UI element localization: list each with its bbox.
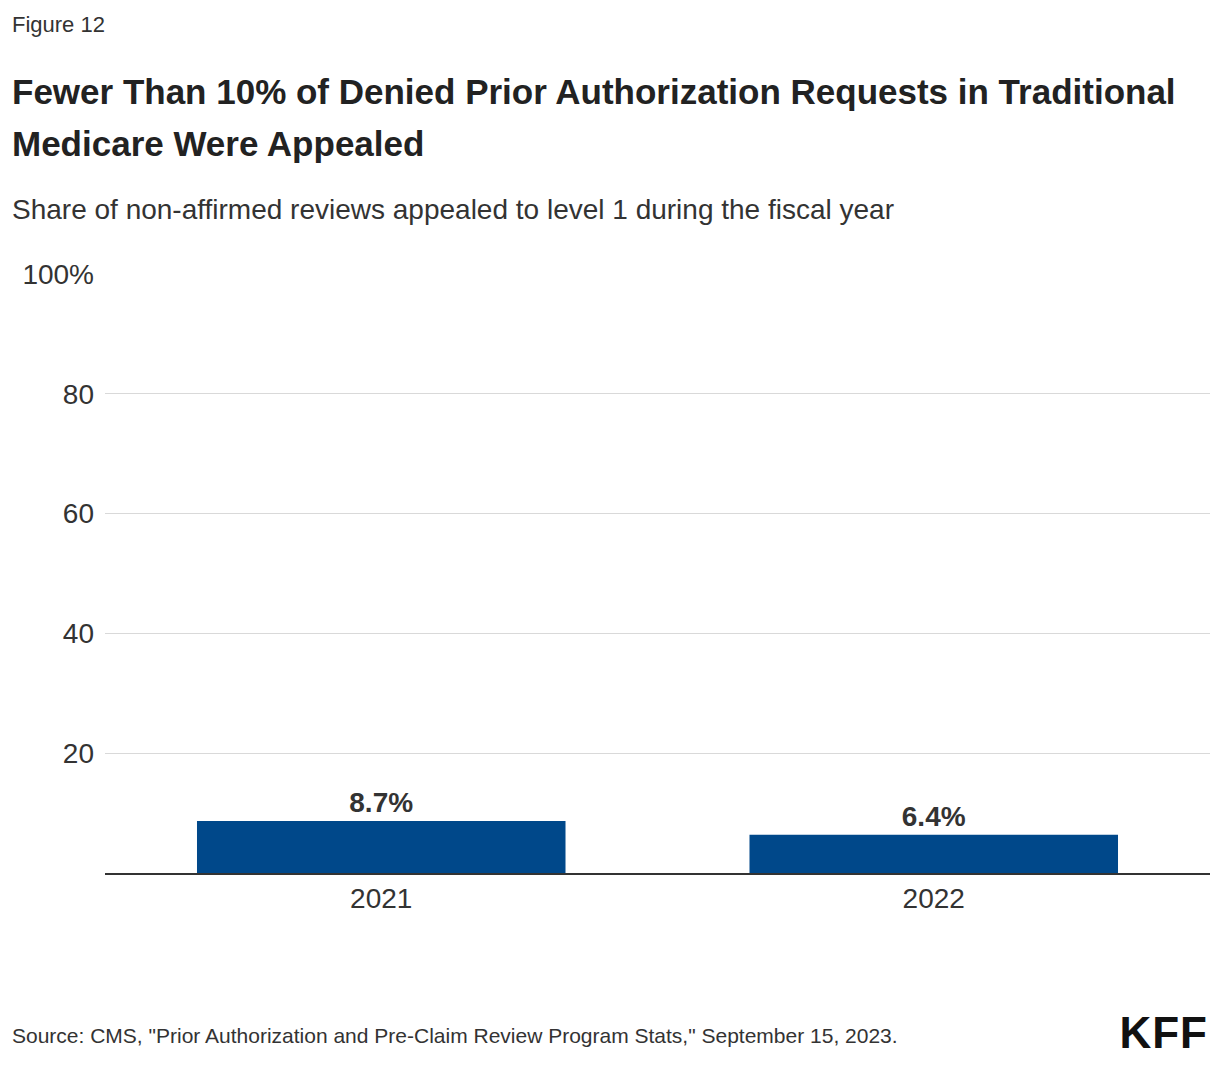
html-text:Figure 12: Figure 12 [12, 12, 105, 37]
svg-text:40: 40 [63, 618, 94, 649]
svg-text:2022: 2022 [903, 883, 965, 914]
html-text:Fewer Than 10% of Denied Prior: Fewer Than 10% of Denied Prior Authoriza… [12, 72, 1176, 163]
svg-text:60: 60 [63, 498, 94, 529]
svg-text:8.7%: 8.7% [349, 787, 413, 818]
svg-text:2021: 2021 [350, 883, 412, 914]
svg-text:20: 20 [63, 738, 94, 769]
html-text:Share of non-affirmed reviews: Share of non-affirmed reviews appealed t… [12, 194, 894, 225]
svg-text:80: 80 [63, 379, 94, 410]
html-text:KFF: KFF [1119, 1008, 1208, 1057]
svg-text:6.4%: 6.4% [902, 801, 966, 832]
svg-text:100%: 100% [22, 259, 94, 290]
html-text:Source: CMS, "Prior Authorizat: Source: CMS, "Prior Authorization and Pr… [12, 1024, 898, 1047]
